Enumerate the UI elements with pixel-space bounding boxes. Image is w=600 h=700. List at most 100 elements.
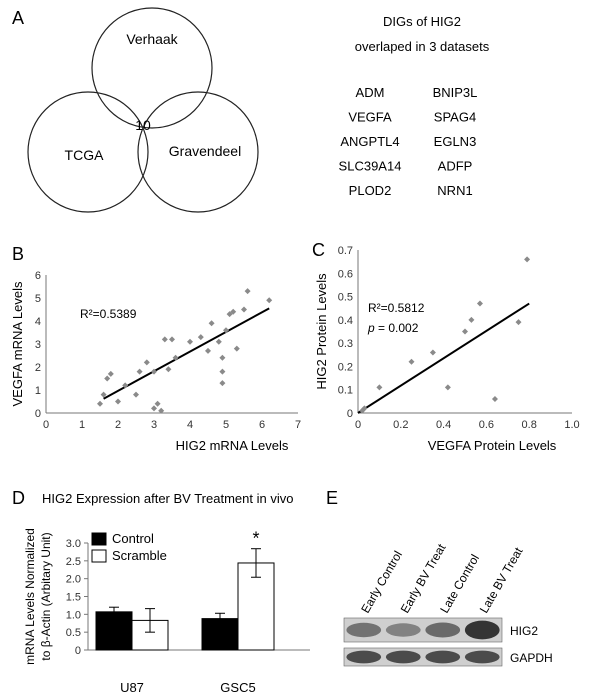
data-point xyxy=(524,256,531,263)
y-axis-label-line2: to β-Actin (Arbitary Unit) xyxy=(39,532,53,660)
data-point xyxy=(161,336,168,343)
p-symbol: p xyxy=(367,321,375,335)
data-point xyxy=(172,354,179,361)
data-point xyxy=(219,380,226,387)
data-point xyxy=(197,334,204,341)
data-point xyxy=(169,336,175,343)
y-tick-label: 0.2 xyxy=(338,361,353,373)
y-tick-label: 0.3 xyxy=(338,338,353,350)
venn-intersection-count: 10 xyxy=(135,117,151,133)
venn-circle-tcga xyxy=(27,91,149,213)
data-point xyxy=(491,396,498,403)
blot-band xyxy=(425,650,461,664)
data-point xyxy=(133,391,139,398)
x-tick-label: 4 xyxy=(187,419,193,431)
data-point xyxy=(215,338,222,345)
data-point xyxy=(151,368,157,375)
r-squared-annotation: R²=0.5812 xyxy=(368,301,425,315)
data-point xyxy=(104,375,111,382)
panel-c: C 0 0.2 0.4 0.6 0.8 1.0 0 0.1 0.2 0.3 0.4 0.5 0.6 0.7… xyxy=(312,240,580,453)
legend-label: Scramble xyxy=(112,548,167,563)
data-point xyxy=(97,400,103,407)
data-point xyxy=(230,308,237,315)
data-point xyxy=(266,297,273,304)
x-tick-label: 0.6 xyxy=(479,419,494,431)
data-point xyxy=(361,405,368,412)
y-tick-label: 2.0 xyxy=(66,574,81,586)
lane-label: Late Control xyxy=(437,552,482,616)
venn-label-verhaak: Verhaak xyxy=(126,31,178,47)
y-tick-label: 0 xyxy=(35,408,41,420)
blot-band xyxy=(464,650,500,664)
x-axis-label: VEGFA Protein Levels xyxy=(428,438,557,453)
data-point xyxy=(107,370,114,377)
data-point xyxy=(143,359,150,366)
panel-a-letter: A xyxy=(12,8,24,28)
venn-diagram xyxy=(27,7,259,213)
data-point xyxy=(208,320,215,327)
blot-band xyxy=(385,650,421,664)
x-tick-label: 0 xyxy=(355,419,361,431)
y-tick-label: 0.7 xyxy=(338,245,353,257)
data-point xyxy=(158,407,165,414)
y-axis-label: VEGFA mRNA Levels xyxy=(10,281,25,406)
data-point xyxy=(241,306,247,313)
gene-name: BNIP3L xyxy=(433,85,478,100)
data-point xyxy=(462,328,468,335)
blot-row-label: GAPDH xyxy=(510,651,553,665)
gene-name: PLOD2 xyxy=(349,183,392,198)
x-axis-label: HIG2 mRNA Levels xyxy=(176,438,289,453)
y-tick-label: 5 xyxy=(35,293,41,305)
x-tick-label: 0 xyxy=(43,419,49,431)
gene-name: ADM xyxy=(356,85,385,100)
data-point xyxy=(244,288,251,295)
blot-strip xyxy=(343,647,503,667)
y-tick-label: 0.6 xyxy=(338,268,353,280)
panel-b: B 0 1 2 3 4 5 6 7 0 1 2 3 4 5 6 HIG2 mRNA Levels VEGFA m… xyxy=(10,244,301,453)
y-tick-label: 0 xyxy=(347,408,353,420)
blot-band xyxy=(346,622,382,638)
data-point xyxy=(376,384,383,391)
blot-band xyxy=(385,623,421,637)
chart-title: HIG2 Expression after BV Treatment in vi… xyxy=(42,491,293,506)
trend-line xyxy=(103,307,270,400)
y-tick-label: 4 xyxy=(35,316,41,328)
y-tick-label: 3.0 xyxy=(66,538,81,550)
x-tick-label: 1 xyxy=(79,419,85,431)
y-tick-label: 1.0 xyxy=(66,609,81,621)
venn-label-gravendeel: Gravendeel xyxy=(169,143,241,159)
x-tick-label: 2 xyxy=(115,419,121,431)
significance-star: * xyxy=(252,529,259,549)
blot-row-label: HIG2 xyxy=(510,624,538,638)
data-point xyxy=(187,338,193,345)
x-tick-label: 7 xyxy=(295,419,301,431)
data-point xyxy=(219,368,226,375)
data-point xyxy=(515,319,522,326)
gene-name: EGLN3 xyxy=(434,134,477,149)
panel-a: A Verhaak TCGA Gravendeel 10 DIGs of HIG… xyxy=(12,7,490,213)
y-tick-label: 6 xyxy=(35,270,41,282)
panel-b-letter: B xyxy=(12,244,24,264)
data-point xyxy=(468,316,475,323)
data-point xyxy=(100,391,107,398)
x-tick-label: 0.2 xyxy=(393,419,408,431)
y-tick-label: 3 xyxy=(35,339,41,351)
data-point xyxy=(154,400,161,407)
gene-name: NRN1 xyxy=(437,183,472,198)
y-tick-label: 1.5 xyxy=(66,592,81,604)
venn-circle-verhaak xyxy=(91,7,213,129)
category-label: GSC5 xyxy=(220,680,255,695)
x-tick-label: 5 xyxy=(223,419,229,431)
p-value: = 0.002 xyxy=(375,321,419,335)
x-tick-label: 1.0 xyxy=(564,419,579,431)
data-point xyxy=(408,358,415,365)
data-point xyxy=(233,345,240,352)
gene-name: ANGPTL4 xyxy=(340,134,399,149)
y-tick-label: 0 xyxy=(75,645,81,657)
legend-swatch xyxy=(91,532,107,546)
r-squared-annotation: R²=0.5389 xyxy=(80,307,137,321)
data-point xyxy=(205,347,211,354)
